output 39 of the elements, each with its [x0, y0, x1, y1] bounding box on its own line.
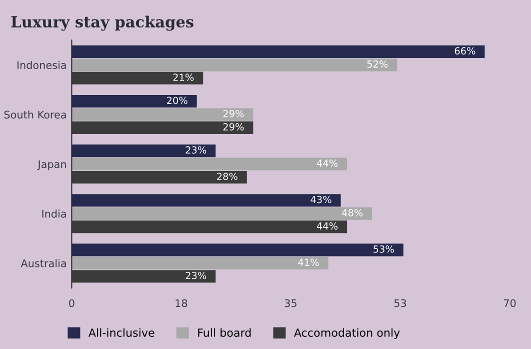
- data-label: 48%: [342, 209, 363, 216]
- y-tick-label: South Korea: [4, 110, 66, 119]
- x-tick-label: 53: [394, 299, 406, 308]
- y-tick-label: Australia: [20, 259, 66, 268]
- bar: [72, 94, 197, 108]
- data-label: 23%: [186, 272, 206, 280]
- bar: [72, 144, 216, 158]
- data-label: 29%: [223, 123, 244, 131]
- y-tick-label: Indonesia: [17, 60, 66, 70]
- y-tick-label: Japan: [37, 160, 66, 170]
- x-tick-label: 70: [504, 299, 516, 308]
- data-label: 43%: [310, 196, 332, 204]
- chart-title: Luxury stay packages: [11, 16, 194, 31]
- legend-label: Accomodation only: [294, 328, 400, 339]
- data-label: 66%: [454, 47, 476, 55]
- data-label: 53%: [374, 245, 394, 253]
- legend-label: Full board: [198, 328, 251, 337]
- bar: [72, 194, 341, 207]
- data-label: 52%: [367, 60, 388, 68]
- data-label: 44%: [316, 159, 338, 167]
- legend-label: All-inclusive: [88, 328, 154, 337]
- x-tick-label: 18: [176, 299, 188, 308]
- y-tick-label: India: [42, 210, 66, 218]
- data-label: 29%: [223, 110, 244, 118]
- x-tick-label: 35: [284, 299, 296, 308]
- data-label: 21%: [173, 74, 194, 81]
- bar: [72, 158, 348, 170]
- bar: [72, 108, 254, 121]
- data-label: 23%: [186, 146, 206, 154]
- bar: [72, 58, 398, 72]
- bar: [72, 207, 372, 220]
- data-label: 41%: [298, 258, 319, 266]
- x-tick-label: 0: [69, 299, 74, 308]
- data-label: 44%: [316, 222, 338, 230]
- bar: [72, 244, 404, 256]
- data-label: 28%: [217, 172, 238, 180]
- bar: [72, 45, 485, 58]
- data-label: 20%: [167, 96, 188, 104]
- bar: [72, 256, 328, 270]
